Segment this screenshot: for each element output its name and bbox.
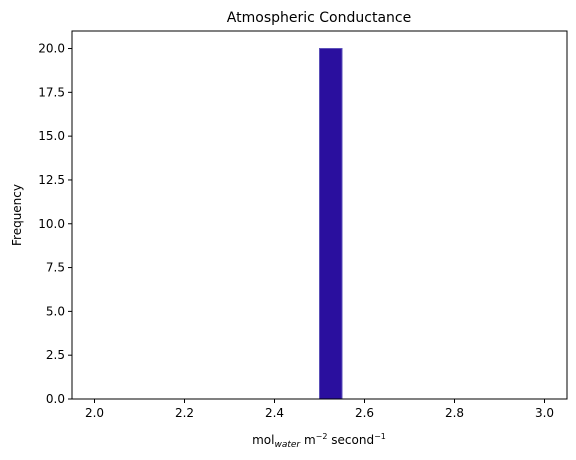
x-axis-label: molwater m−2 second−1 [252, 432, 386, 450]
y-tick-label: 0.0 [46, 392, 65, 406]
y-axis-ticks: 0.0 2.5 5.0 7.5 10.0 12.5 15.0 17.5 20.0 [38, 42, 72, 406]
x-tick-label: 2.8 [445, 406, 464, 420]
x-tick-label: 2.6 [355, 406, 374, 420]
y-axis-label: Frequency [10, 184, 24, 246]
y-tick-label: 17.5 [38, 85, 65, 99]
x-tick-label: 2.2 [175, 406, 194, 420]
x-tick-label: 2.4 [265, 406, 284, 420]
y-tick-label: 7.5 [46, 261, 65, 275]
chart-title: Atmospheric Conductance [227, 10, 411, 26]
y-tick-label: 10.0 [38, 217, 65, 231]
x-tick-label: 2.0 [85, 406, 104, 420]
y-tick-label: 5.0 [46, 304, 65, 318]
y-tick-label: 20.0 [38, 42, 65, 56]
x-tick-label: 3.0 [535, 406, 554, 420]
y-tick-label: 12.5 [38, 173, 65, 187]
y-tick-label: 2.5 [46, 348, 65, 362]
y-tick-label: 15.0 [38, 129, 65, 143]
x-axis-ticks: 2.0 2.2 2.4 2.6 2.8 3.0 [85, 399, 554, 420]
histogram-bar [320, 49, 343, 399]
histogram-bars [320, 49, 343, 399]
